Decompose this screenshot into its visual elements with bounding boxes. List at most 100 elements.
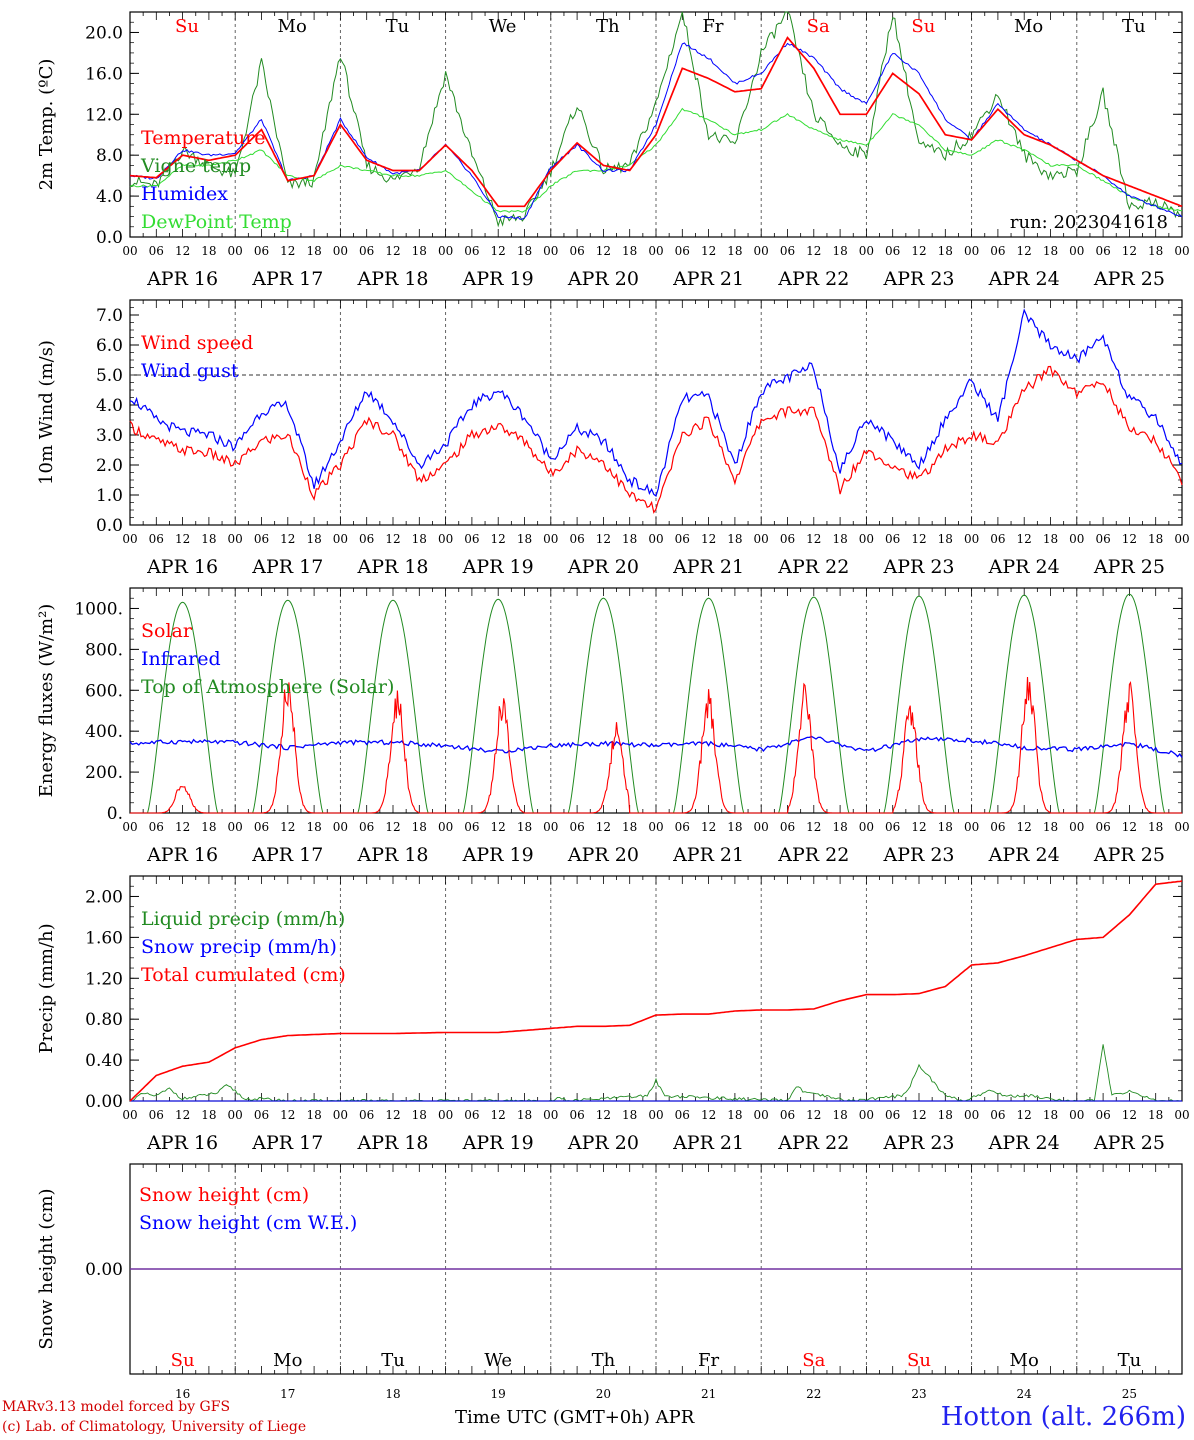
hour-label: 00: [1069, 820, 1084, 834]
series-line: [129, 365, 1183, 514]
credit-model: MARv3.13 model forced by GFS: [2, 1399, 231, 1415]
hour-label: 00: [122, 820, 137, 834]
hour-label: 12: [385, 532, 400, 546]
hour-label: 12: [701, 1108, 716, 1122]
hour-label: 06: [675, 1108, 690, 1122]
hour-label: 18: [832, 244, 847, 258]
hour-label: 00: [859, 532, 874, 546]
hour-label: 12: [175, 820, 190, 834]
hour-label: 06: [675, 532, 690, 546]
hour-label: 00: [859, 244, 874, 258]
hour-label: 06: [254, 820, 269, 834]
y-tick-label: 200.: [85, 763, 123, 783]
hour-label: 18: [517, 1108, 532, 1122]
date-label: APR 18: [356, 268, 428, 290]
weekday-label: Fr: [698, 1350, 719, 1371]
hour-label: 18: [938, 820, 953, 834]
hour-label: 12: [1017, 820, 1032, 834]
hour-label: 18: [1043, 532, 1058, 546]
hour-label: 18: [622, 532, 637, 546]
weekday-label: Tu: [386, 16, 410, 37]
hour-label: 00: [228, 820, 243, 834]
hour-label: 06: [990, 820, 1005, 834]
hour-label: 00: [859, 1108, 874, 1122]
y-tick-label: 0.0: [96, 228, 123, 248]
hour-label: 12: [806, 244, 821, 258]
hour-label: 18: [201, 532, 216, 546]
series-line: [129, 36, 1183, 208]
hour-label: 00: [228, 532, 243, 546]
hour-label: 12: [385, 820, 400, 834]
hour-label: 18: [1148, 244, 1163, 258]
hour-label: 06: [1095, 244, 1110, 258]
hour-label: 06: [359, 532, 374, 546]
date-label: APR 18: [356, 1132, 428, 1154]
weekday-label: Mo: [1014, 16, 1043, 37]
panel-1: 0.0 4.0 8.0 12.0 16.0 20.0 2m Temp. (ºC) 00 06 12…: [36, 11, 1190, 290]
hour-label: 18: [1043, 820, 1058, 834]
hour-label: 00: [1174, 820, 1189, 834]
hour-label: 18: [306, 532, 321, 546]
weekday-label: Sa: [807, 16, 830, 37]
y-tick-label: 0.40: [85, 1051, 123, 1071]
date-label: APR 16: [146, 1132, 218, 1154]
y-tick-label: 5.0: [96, 366, 123, 386]
hour-label: 06: [675, 820, 690, 834]
date-label: APR 22: [777, 844, 849, 866]
date-label: APR 19: [462, 844, 534, 866]
y-tick-label: 600.: [85, 681, 123, 701]
hour-label: 12: [491, 532, 506, 546]
hour-label: 00: [754, 532, 769, 546]
hour-label: 06: [780, 532, 795, 546]
date-label: APR 23: [882, 844, 954, 866]
date-label: APR 24: [988, 556, 1060, 578]
y-tick-label: 400.: [85, 722, 123, 742]
hour-label: 12: [701, 532, 716, 546]
y-axis-label: Energy fluxes (W/m²): [36, 604, 57, 798]
day-number: 19: [491, 1387, 506, 1401]
hour-label: 06: [359, 244, 374, 258]
date-label: APR 21: [672, 268, 744, 290]
hour-label: 06: [254, 1108, 269, 1122]
hour-label: 18: [938, 1108, 953, 1122]
legend-entry: Wind gust: [141, 360, 239, 382]
hour-label: 00: [754, 820, 769, 834]
hour-label: 06: [780, 820, 795, 834]
hour-label: 18: [1148, 532, 1163, 546]
hour-label: 12: [385, 244, 400, 258]
legend-entry: Snow height (cm W.E.): [139, 1212, 357, 1234]
hour-label: 00: [438, 820, 453, 834]
hour-label: 12: [806, 1108, 821, 1122]
hour-label: 12: [175, 244, 190, 258]
hour-label: 00: [964, 820, 979, 834]
date-label: APR 25: [1093, 556, 1165, 578]
date-label: APR 23: [882, 556, 954, 578]
hour-label: 12: [385, 1108, 400, 1122]
day-number: 16: [175, 1387, 190, 1401]
date-label: APR 17: [251, 556, 323, 578]
hour-label: 12: [1122, 532, 1137, 546]
legend-entry: Vigne temp: [140, 155, 251, 177]
legend-entry: Snow precip (mm/h): [141, 936, 337, 958]
date-label: APR 23: [882, 1132, 954, 1154]
hour-label: 12: [1017, 532, 1032, 546]
hour-label: 06: [1095, 820, 1110, 834]
weekday-label: Su: [171, 1350, 195, 1371]
series-line: [129, 11, 1183, 228]
hour-label: 00: [543, 820, 558, 834]
hour-label: 06: [149, 820, 164, 834]
hour-label: 18: [938, 244, 953, 258]
hour-label: 18: [306, 1108, 321, 1122]
hour-label: 00: [438, 244, 453, 258]
hour-label: 12: [491, 244, 506, 258]
date-label: APR 20: [567, 1132, 639, 1154]
hour-label: 06: [990, 532, 1005, 546]
y-tick-label: 16.0: [85, 64, 123, 84]
date-label: APR 24: [988, 268, 1060, 290]
hour-label: 06: [569, 532, 584, 546]
y-tick-label: 12.0: [85, 105, 123, 125]
hour-label: 06: [885, 532, 900, 546]
hour-label: 00: [228, 244, 243, 258]
series-line: [129, 1044, 1182, 1102]
hour-label: 12: [175, 532, 190, 546]
